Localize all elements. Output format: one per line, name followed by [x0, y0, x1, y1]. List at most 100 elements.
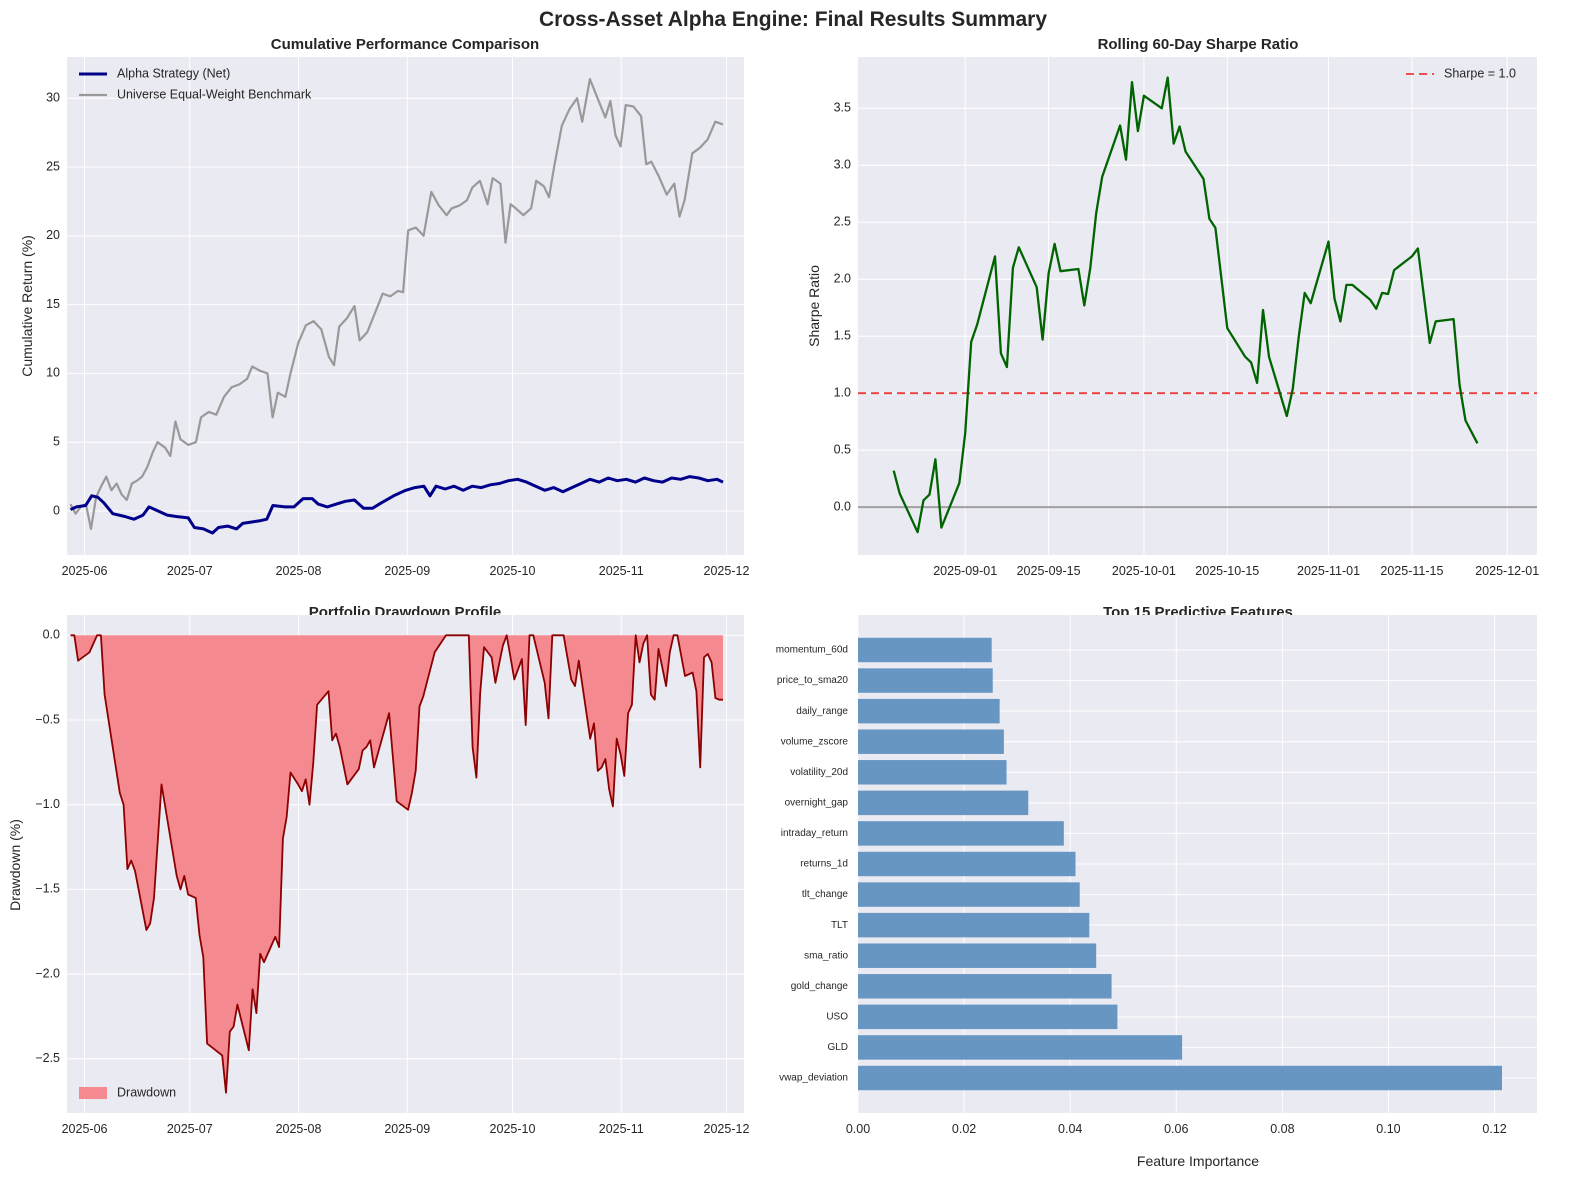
feature-label-uso: USO: [826, 1011, 848, 1022]
feature-label-sma-ratio: sma_ratio: [804, 950, 848, 961]
features-x-tick-label: 0.10: [1376, 1122, 1400, 1136]
sharpe-y-tick-label: 0.5: [834, 442, 851, 456]
cumulative-y-axis-label: Cumulative Return (%): [19, 235, 35, 377]
sharpe-x-tick-label: 2025-12-01: [1475, 564, 1539, 578]
legend-label-benchmark: Universe Equal-Weight Benchmark: [117, 87, 312, 101]
feature-label-gld: GLD: [827, 1042, 848, 1053]
cumulative-y-tick-label: 20: [46, 228, 60, 242]
cumulative-x-tick-label: 2025-07: [167, 564, 213, 578]
feature-bar-volume-zscore: [858, 729, 1004, 754]
sharpe-plot-area: [858, 57, 1537, 555]
feature-bar-intraday-return: [858, 821, 1064, 846]
feature-bar-gld: [858, 1035, 1183, 1060]
cumulative-x-tick-label: 2025-08: [276, 564, 322, 578]
features-x-tick-label: 0.06: [1164, 1122, 1188, 1136]
drawdown-x-tick-label: 2025-08: [276, 1122, 322, 1136]
feature-bar-returns-1d: [858, 851, 1076, 877]
cumulative-chart-title: Cumulative Performance Comparison: [271, 36, 539, 53]
sharpe-x-tick-label: 2025-09-15: [1017, 564, 1081, 578]
drawdown-x-tick-label: 2025-10: [490, 1122, 536, 1136]
feature-bar-volatility-20d: [858, 760, 1007, 785]
cumulative-x-tick-label: 2025-11: [599, 564, 644, 578]
drawdown-x-tick-label: 2025-09: [384, 1122, 430, 1136]
feature-label-gold-change: gold_change: [791, 981, 849, 992]
drawdown-y-tick-label: −1.5: [35, 882, 60, 896]
cumulative-plot-area: [67, 57, 744, 555]
legend-label-drawdown: Drawdown: [117, 1085, 176, 1099]
cumulative-y-tick-label: 0: [53, 503, 60, 517]
feature-label-overnight-gap: overnight_gap: [785, 797, 849, 808]
drawdown-x-tick-label: 2025-11: [599, 1122, 644, 1136]
figure-title: Cross-Asset Alpha Engine: Final Results …: [539, 8, 1047, 31]
feature-bar-price-to-sma20: [858, 668, 993, 693]
feature-label-tlt-change: tlt_change: [802, 889, 849, 900]
feature-label-volume-zscore: volume_zscore: [781, 736, 849, 747]
features-x-tick-label: 0.02: [952, 1122, 976, 1136]
feature-bar-momentum-60d: [858, 637, 992, 663]
sharpe-y-axis-label: Sharpe Ratio: [806, 265, 822, 347]
sharpe-x-tick-label: 2025-11-15: [1380, 564, 1443, 578]
drawdown-y-tick-label: −1.0: [35, 797, 60, 811]
feature-label-volatility-20d: volatility_20d: [790, 767, 848, 778]
sharpe-x-tick-label: 2025-11-01: [1297, 564, 1360, 578]
cumulative-y-tick-label: 5: [53, 434, 60, 448]
drawdown-y-tick-label: −2.5: [35, 1051, 60, 1065]
feature-bar-sma-ratio: [858, 943, 1097, 968]
drawdown-panel: 0.0 −0.5 −1.0 −1.5 −2.0 −2.5 2025-06 2025-07 202…: [35, 615, 749, 1136]
legend-swatch-drawdown: [79, 1087, 107, 1099]
sharpe-y-tick-label: 1.0: [834, 385, 851, 399]
features-panel: 0.00 0.02 0.04 0.06 0.08 0.10 0.12 momentum_60d…: [776, 615, 1537, 1136]
drawdown-area: [70, 635, 723, 1093]
features-x-tick-label: 0.08: [1270, 1122, 1294, 1136]
feature-label-momentum-60d: momentum_60d: [776, 645, 848, 656]
sharpe-y-tick-label: 1.5: [834, 328, 851, 342]
sharpe-series-line: [892, 76, 1479, 534]
features-x-tick-label: 0.00: [846, 1122, 870, 1136]
legend-label-alpha: Alpha Strategy (Net): [117, 66, 230, 80]
sharpe-y-tick-label: 2.0: [834, 272, 851, 286]
cumulative-x-tick-label: 2025-10: [490, 564, 536, 578]
sharpe-y-tick-label: 0.0: [834, 499, 851, 513]
feature-bar-daily-range: [858, 698, 1000, 724]
feature-label-returns-1d: returns_1d: [800, 859, 848, 870]
features-x-tick-label: 0.12: [1482, 1122, 1506, 1136]
sharpe-y-tick-label: 3.0: [834, 158, 851, 172]
sharpe-y-tick-label: 2.5: [834, 215, 851, 229]
drawdown-x-tick-label: 2025-07: [167, 1122, 213, 1136]
sharpe-chart-title: Rolling 60-Day Sharpe Ratio: [1098, 36, 1299, 53]
sharpe-x-tick-label: 2025-09-01: [933, 564, 997, 578]
cumulative-panel: 0 5 10 15 20 25 30 2025-06 2025-07 2025-08 2025-09…: [46, 57, 749, 578]
sharpe-x-tick-label: 2025-10-01: [1112, 564, 1176, 578]
cumulative-x-tick-label: 2025-12: [704, 564, 750, 578]
drawdown-y-axis-label: Drawdown (%): [7, 819, 23, 911]
sharpe-x-tick-label: 2025-10-15: [1195, 564, 1259, 578]
sharpe-y-tick-label: 3.5: [834, 101, 851, 115]
drawdown-x-tick-label: 2025-06: [62, 1122, 108, 1136]
feature-label-tlt: TLT: [831, 920, 848, 931]
legend-label-sharpe-threshold: Sharpe = 1.0: [1444, 66, 1516, 80]
alpha-strategy-line: [69, 475, 724, 535]
feature-label-price-to-sma20: price_to_sma20: [777, 675, 849, 686]
features-x-tick-label: 0.04: [1058, 1122, 1082, 1136]
features-x-axis-label: Feature Importance: [1137, 1153, 1259, 1169]
feature-label-intraday-return: intraday_return: [781, 828, 848, 839]
drawdown-line: [70, 634, 723, 1094]
benchmark-line: [69, 77, 724, 530]
drawdown-y-tick-label: −2.0: [35, 966, 60, 980]
feature-bar-tlt-change: [858, 882, 1080, 907]
drawdown-x-tick-label: 2025-12: [704, 1122, 750, 1136]
feature-bar-tlt: [858, 912, 1090, 938]
cumulative-x-tick-label: 2025-09: [384, 564, 430, 578]
feature-bar-overnight-gap: [858, 790, 1029, 816]
cumulative-y-tick-label: 30: [46, 91, 60, 105]
cumulative-y-tick-label: 15: [46, 297, 60, 311]
feature-bar-gold-change: [858, 974, 1112, 999]
cumulative-y-tick-label: 25: [46, 159, 60, 173]
feature-label-vwap-deviation: vwap_deviation: [779, 1073, 848, 1084]
cumulative-x-tick-label: 2025-06: [62, 564, 108, 578]
feature-bar-vwap-deviation: [858, 1065, 1502, 1091]
feature-bar-uso: [858, 1004, 1118, 1030]
sharpe-panel: 0.0 0.5 1.0 1.5 2.0 2.5 3.0 3.5 2025-09-01 2025-0…: [834, 57, 1539, 578]
drawdown-y-tick-label: −0.5: [35, 712, 60, 726]
